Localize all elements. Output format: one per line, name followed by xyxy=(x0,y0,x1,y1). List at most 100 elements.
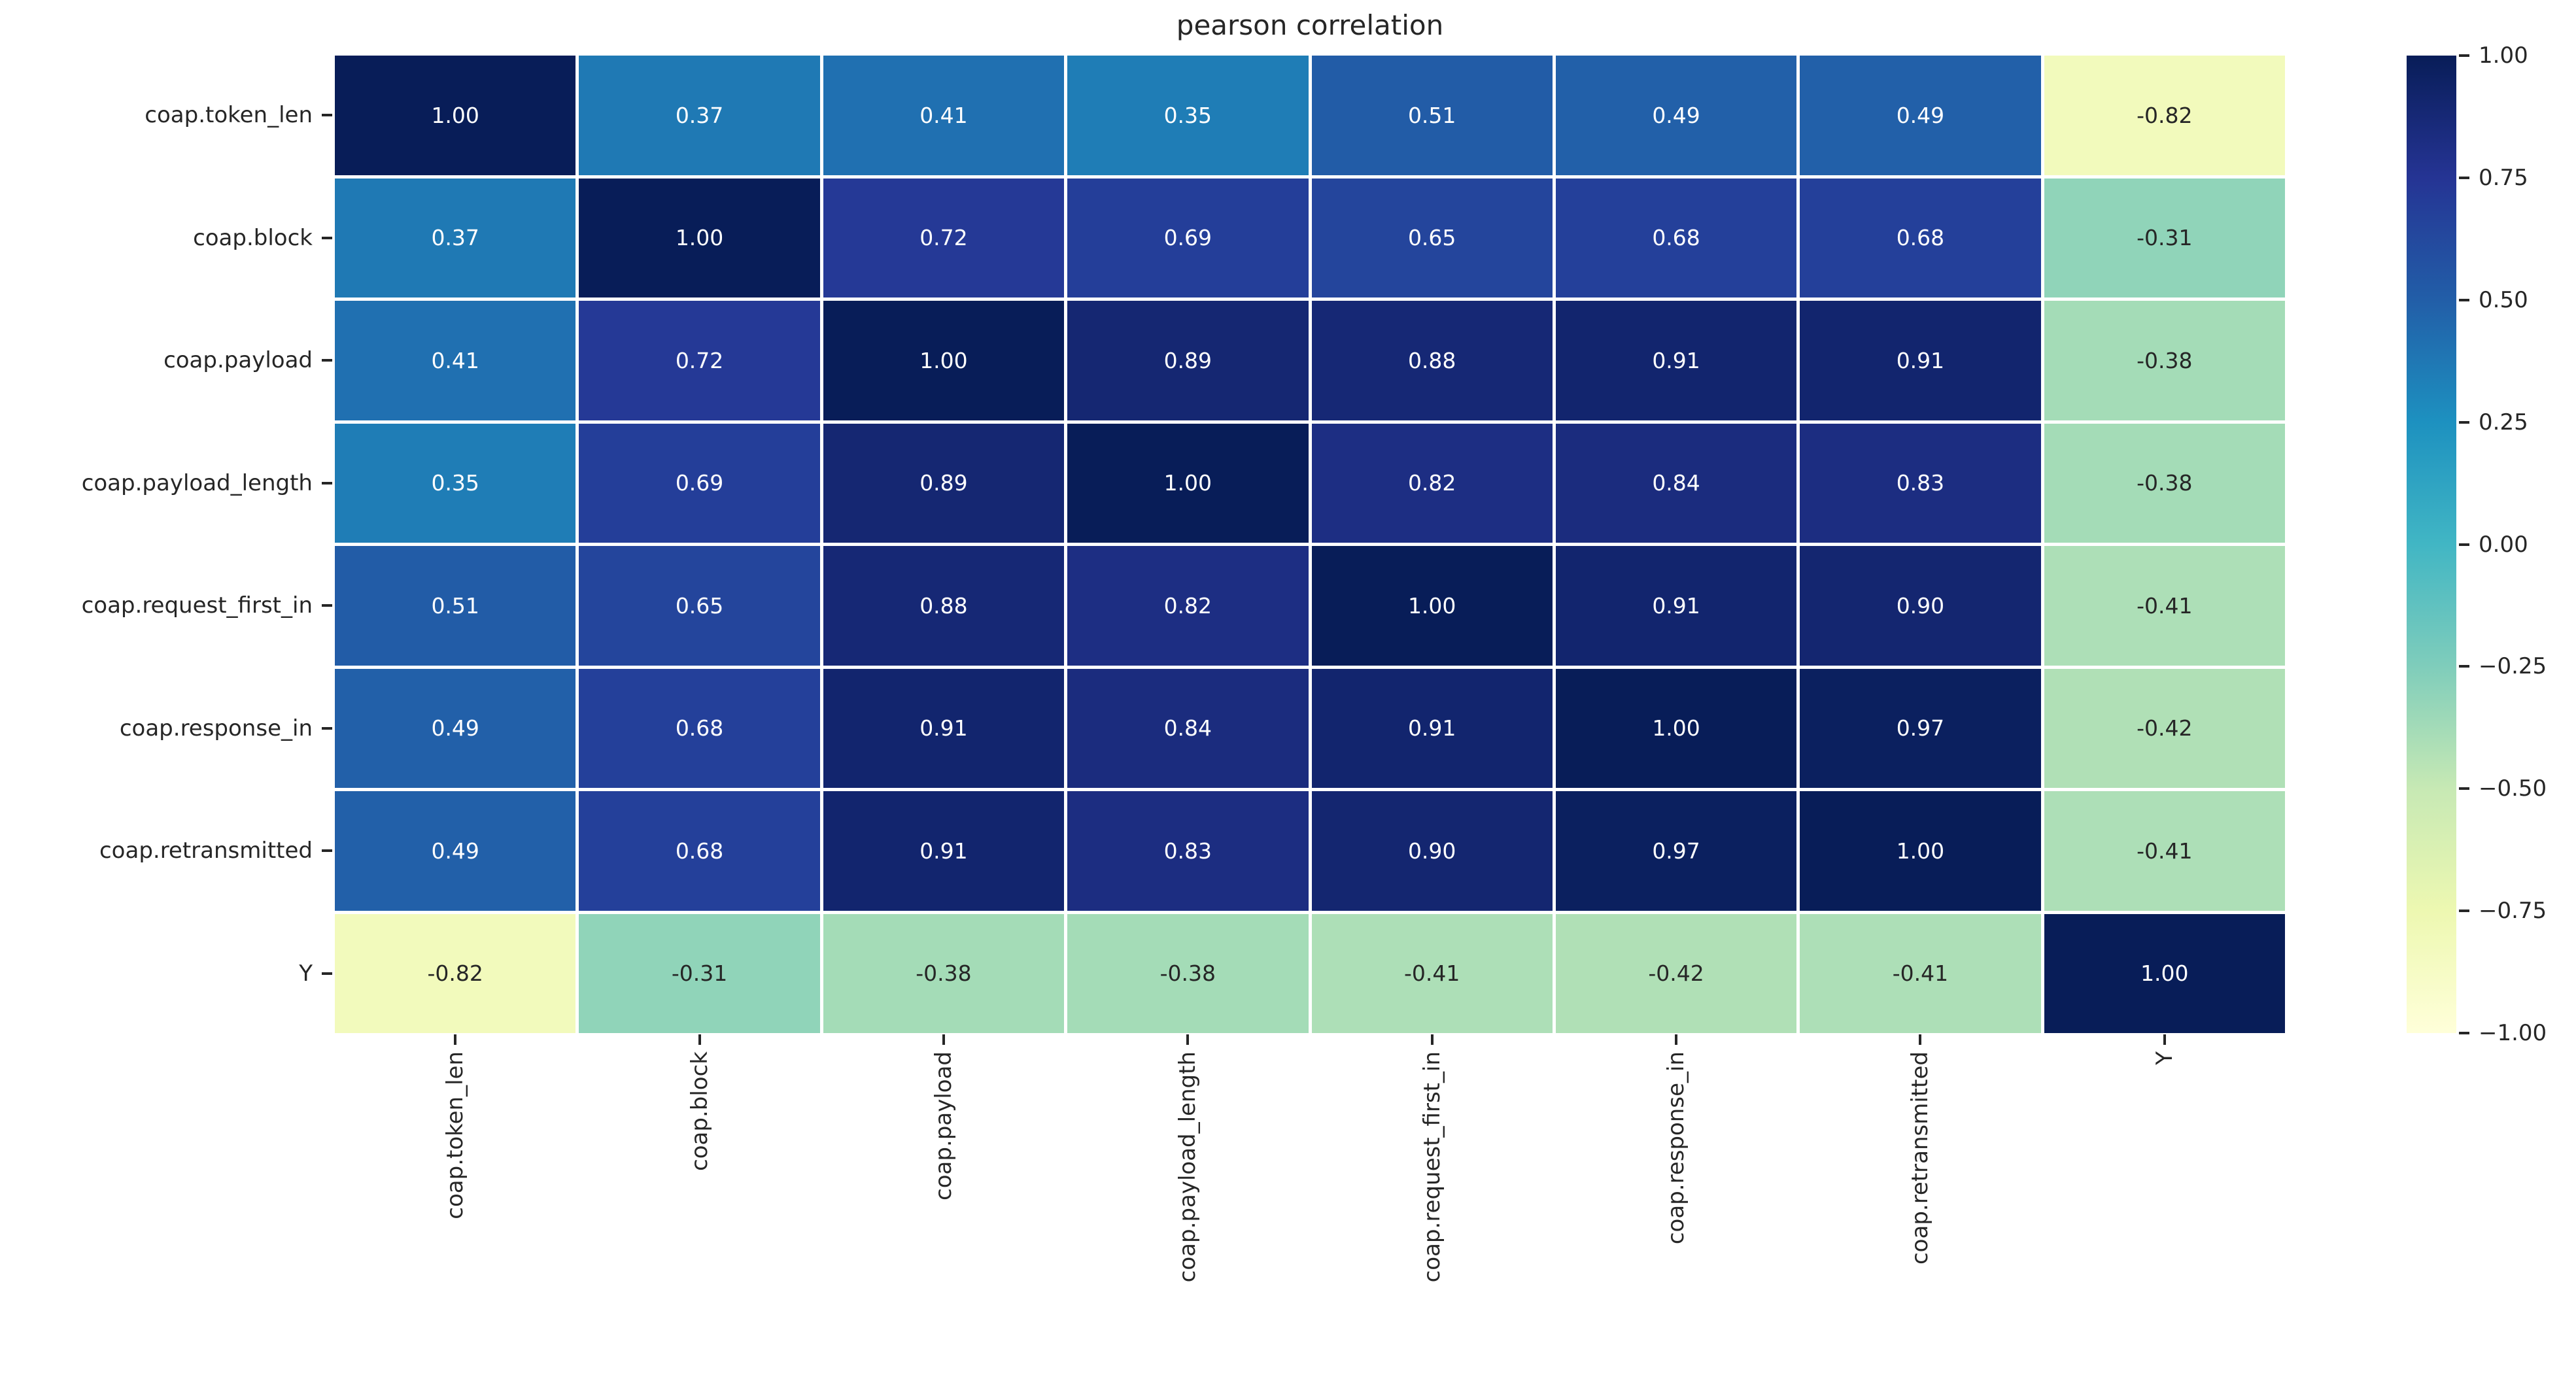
colorbar-tick-mark xyxy=(2459,298,2469,301)
x-axis-label-text: coap.block xyxy=(686,1051,713,1171)
heatmap-cell: 1.00 xyxy=(1311,546,1553,666)
cell-value: -0.41 xyxy=(2137,838,2193,864)
cell-value: 0.83 xyxy=(1163,838,1212,864)
y-axis-label: coap.block xyxy=(193,224,313,251)
cell-value: -0.31 xyxy=(671,960,728,987)
heatmap-cell: 0.88 xyxy=(823,546,1065,666)
heatmap-cell: -0.41 xyxy=(1311,913,1553,1033)
heatmap-cell: 0.49 xyxy=(1555,56,1797,175)
heatmap-cell: -0.82 xyxy=(335,913,576,1033)
cell-value: 0.69 xyxy=(1163,225,1212,251)
x-axis-label: coap.response_in xyxy=(1663,1051,1858,1244)
heatmap-cell: 1.00 xyxy=(823,301,1065,420)
cell-value: 0.65 xyxy=(1407,225,1456,251)
heatmap-cell: 0.68 xyxy=(579,791,820,911)
colorbar-tick-label: 0.00 xyxy=(2479,531,2528,558)
colorbar-tick-mark xyxy=(2459,420,2469,424)
colorbar-tick-label: −1.00 xyxy=(2479,1020,2547,1046)
heatmap-cell: 0.69 xyxy=(579,423,820,543)
heatmap-cell: 0.90 xyxy=(1311,791,1553,911)
cell-value: 0.97 xyxy=(1896,715,1945,741)
heatmap-cell: 0.84 xyxy=(1555,423,1797,543)
cell-value: 0.82 xyxy=(1407,470,1456,496)
x-tick-mark xyxy=(1675,1034,1678,1045)
cell-value: 0.91 xyxy=(919,838,968,864)
heatmap-cell: -0.42 xyxy=(2044,668,2285,788)
cell-value: 0.90 xyxy=(1407,838,1456,864)
colorbar-tick-mark xyxy=(2459,910,2469,913)
heatmap-cell: 0.35 xyxy=(1067,56,1309,175)
y-axis-label: coap.response_in xyxy=(119,715,313,741)
heatmap-cell: 0.37 xyxy=(579,56,820,175)
heatmap-cell: 0.91 xyxy=(823,668,1065,788)
cell-value: 0.97 xyxy=(1652,838,1700,864)
heatmap-cell: 1.00 xyxy=(1067,423,1309,543)
cell-value: 1.00 xyxy=(1163,470,1212,496)
cell-value: 0.49 xyxy=(1652,102,1700,128)
heatmap-grid: 1.00 0.37 0.41 0.35 0.51 0.49 0.49 -0.82 0.37 1.0… xyxy=(335,56,2285,1033)
x-axis-label: coap.retransmitted xyxy=(1907,1051,2122,1265)
heatmap-cell: 0.84 xyxy=(1067,668,1309,788)
y-tick-mark xyxy=(322,972,332,975)
heatmap-cell: -0.31 xyxy=(2044,178,2285,298)
heatmap-cell: 0.65 xyxy=(579,546,820,666)
heatmap-cell: 0.97 xyxy=(1555,791,1797,911)
colorbar-tick-mark xyxy=(2459,665,2469,668)
heatmap-cell: 0.35 xyxy=(335,423,576,543)
heatmap-cell: 0.83 xyxy=(1800,423,2041,543)
colorbar-tick-mark xyxy=(2459,54,2469,57)
heatmap-cell: 0.49 xyxy=(335,791,576,911)
cell-value: 0.91 xyxy=(1652,592,1700,619)
cell-value: 0.91 xyxy=(1407,715,1456,741)
x-axis-label: coap.payload_length xyxy=(1175,1051,1407,1282)
cell-value: 1.00 xyxy=(1652,715,1700,741)
colorbar-tick-label: −0.75 xyxy=(2479,898,2547,925)
heatmap-cell: 0.68 xyxy=(1800,178,2041,298)
cell-value: 0.68 xyxy=(675,838,724,864)
colorbar-tick-label: 0.25 xyxy=(2479,409,2528,435)
heatmap-cell: -0.38 xyxy=(823,913,1065,1033)
heatmap-cell: 0.91 xyxy=(1555,546,1797,666)
heatmap-cell: 0.49 xyxy=(335,668,576,788)
cell-value: 0.83 xyxy=(1896,470,1945,496)
colorbar-tick-mark xyxy=(2459,1032,2469,1034)
heatmap-cell: 0.89 xyxy=(823,423,1065,543)
y-tick-mark xyxy=(322,481,332,484)
heatmap-cell: -0.38 xyxy=(1067,913,1309,1033)
x-tick-mark xyxy=(698,1034,701,1045)
cell-value: -0.82 xyxy=(2137,102,2193,128)
colorbar-tick-label: 0.75 xyxy=(2479,164,2528,191)
cell-value: 0.41 xyxy=(431,347,479,373)
colorbar-tick-label: −0.50 xyxy=(2479,775,2547,802)
cell-value: 1.00 xyxy=(431,102,479,128)
x-axis-label-text: coap.token_len xyxy=(442,1051,469,1219)
y-tick-mark xyxy=(322,359,332,362)
y-tick-mark xyxy=(322,849,332,853)
x-tick-mark xyxy=(1919,1034,1922,1045)
y-tick-mark xyxy=(322,726,332,730)
heatmap-cell: 0.41 xyxy=(823,56,1065,175)
cell-value: 0.89 xyxy=(919,470,968,496)
heatmap-cell: 0.91 xyxy=(1311,668,1553,788)
heatmap-cell: 1.00 xyxy=(2044,913,2285,1033)
cell-value: 0.91 xyxy=(1652,347,1700,373)
cell-value: 0.88 xyxy=(1407,347,1456,373)
heatmap-cell: 0.72 xyxy=(823,178,1065,298)
cell-value: 0.35 xyxy=(1163,102,1212,128)
x-tick-mark xyxy=(1186,1034,1190,1045)
y-axis-label: Y xyxy=(299,960,313,987)
heatmap-cell: 1.00 xyxy=(1555,668,1797,788)
heatmap-cell: 0.51 xyxy=(335,546,576,666)
heatmap-cell: -0.38 xyxy=(2044,423,2285,543)
cell-value: -0.41 xyxy=(1892,960,1949,987)
x-tick-mark xyxy=(454,1034,457,1045)
heatmap-cell: 0.82 xyxy=(1067,546,1309,666)
heatmap-cell: 0.97 xyxy=(1800,668,2041,788)
x-tick-mark xyxy=(2163,1034,2166,1045)
cell-value: 0.88 xyxy=(919,592,968,619)
y-tick-mark xyxy=(322,236,332,239)
heatmap-cell: 0.89 xyxy=(1067,301,1309,420)
cell-value: 0.65 xyxy=(675,592,724,619)
x-axis-label-text: coap.response_in xyxy=(1663,1051,1690,1245)
